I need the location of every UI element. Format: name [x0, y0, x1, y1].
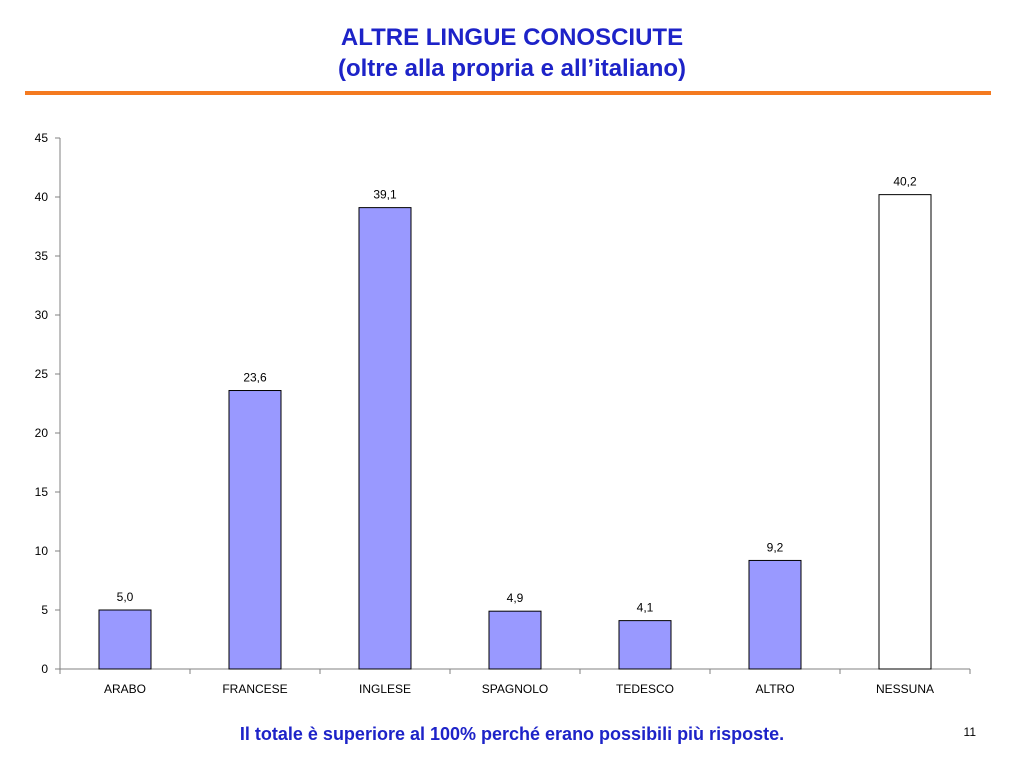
y-tick-label: 35	[35, 249, 49, 263]
y-tick-label: 40	[35, 190, 49, 204]
data-label: 4,1	[637, 601, 654, 615]
data-label: 23,6	[243, 371, 267, 385]
y-tick-label: 5	[41, 603, 48, 617]
data-label: 9,2	[767, 540, 784, 554]
title-divider	[25, 91, 991, 95]
bar-arabo	[98, 609, 152, 670]
y-tick-label: 30	[35, 308, 49, 322]
y-tick-label: 15	[35, 485, 49, 499]
y-tick-label: 25	[35, 367, 49, 381]
category-label: TEDESCO	[616, 682, 674, 696]
category-label: NESSUNA	[876, 682, 934, 696]
bar-altro	[748, 559, 802, 670]
category-label: SPAGNOLO	[482, 682, 548, 696]
bar-tedesco	[618, 620, 672, 670]
bar-nessuna	[878, 194, 932, 670]
slide-title-line-1: ALTRE LINGUE CONOSCIUTE	[340, 24, 684, 51]
data-label: 4,9	[507, 591, 524, 605]
page-number: 11	[963, 725, 976, 739]
category-label: ARABO	[104, 682, 146, 696]
data-label: 5,0	[117, 590, 134, 604]
bar-inglese	[358, 207, 412, 670]
category-label: FRANCESE	[222, 682, 287, 696]
bar-francese	[228, 390, 282, 670]
data-label: 39,1	[373, 188, 397, 202]
slide-title: ALTRE LINGUE CONOSCIUTE (oltre alla prop…	[0, 22, 1024, 84]
y-tick-label: 10	[35, 544, 49, 558]
footnote: Il totale è superiore al 100% perché era…	[239, 724, 785, 744]
y-tick-label: 45	[35, 131, 49, 145]
bar-spagnolo	[488, 610, 542, 670]
category-label: ALTRO	[755, 682, 794, 696]
data-label: 40,2	[893, 175, 917, 189]
y-tick-label: 0	[41, 662, 48, 676]
y-tick-label: 20	[35, 426, 49, 440]
slide-title-line-2: (oltre alla propria e all’italiano)	[337, 55, 687, 82]
category-label: INGLESE	[359, 682, 411, 696]
